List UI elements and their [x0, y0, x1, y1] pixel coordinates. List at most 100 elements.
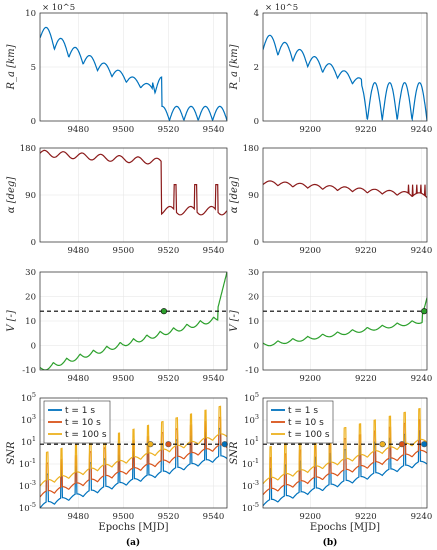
axes-frame	[262, 12, 428, 122]
series-line-yellow	[263, 407, 427, 485]
x-tick-label: 9540	[203, 374, 225, 384]
y-exponent: × 10^5	[265, 3, 298, 13]
y-tick-label: 20	[25, 293, 36, 303]
series-line-green	[40, 272, 227, 370]
chart-a1: 0 5 10 9480 9500 9520 9540 R_a [km] × 10^5	[6, 3, 228, 135]
caption-a: (a)	[126, 537, 140, 548]
y-tick-label: -10	[22, 366, 36, 376]
x-tick-label: 9520	[158, 246, 180, 256]
legend: t = 1 s t = 10 s t = 100 s	[266, 400, 334, 444]
x-tick-label: 9540	[203, 512, 225, 522]
series-line-blue	[263, 34, 427, 121]
y-tick-label: 5	[31, 63, 36, 73]
x-tick-label: 9500	[113, 374, 135, 384]
y-tick-label: 2	[254, 63, 259, 73]
y-tick-label: 10-5	[242, 501, 259, 514]
y-tick-label: 180	[20, 144, 36, 154]
y-tick-exponent: 3	[32, 413, 36, 421]
y-tick-label: 103	[21, 413, 36, 426]
y-tick-label: 0	[31, 342, 36, 352]
series-line-darkred	[40, 149, 227, 216]
y-tick-label: 4	[254, 9, 259, 19]
x-tick-label: 9540	[203, 246, 225, 256]
x-tick-label: 9240	[411, 246, 433, 256]
crossing-marker-blue	[221, 441, 228, 448]
chart-b2: 0 90 180 9200 9220 9240 α [deg]	[229, 144, 432, 256]
x-tick-label: 9520	[158, 512, 180, 522]
x-tick-label: 9480	[67, 512, 89, 522]
chart-a3: -10 0 10 20 30 9480 9500 9520 9540 V [-]	[6, 268, 228, 384]
y-axis-label: SNR	[229, 441, 240, 465]
x-tick-label: 9500	[113, 246, 135, 256]
y-tick-label: 101	[244, 435, 259, 448]
y-tick-exponent: 5	[255, 391, 259, 399]
y-axis-label: V [-]	[229, 310, 240, 332]
y-tick-label: 90	[248, 191, 259, 201]
y-exponent: × 10^5	[42, 3, 75, 13]
y-tick-label: 105	[244, 391, 259, 404]
y-tick-label: 30	[248, 268, 259, 278]
legend-label: t = 1 s	[288, 406, 318, 416]
y-axis-label: V [-]	[6, 310, 17, 332]
x-tick-label: 9520	[158, 125, 180, 135]
x-tick-label: 9240	[411, 374, 433, 384]
caption-b: (b)	[323, 537, 338, 548]
crossing-marker	[160, 308, 168, 315]
chart-b3: -10 0 10 20 30 9200 9220 9240 V [-]	[229, 268, 432, 384]
axes-frame	[262, 397, 428, 509]
legend-label: t = 10 s	[288, 418, 324, 428]
legend-label: t = 1 s	[65, 406, 95, 416]
y-tick-label: 20	[248, 293, 259, 303]
y-tick-label: 0	[31, 117, 36, 127]
y-tick-exponent: 3	[255, 413, 259, 421]
series-line-blue	[40, 427, 227, 508]
legend-label: t = 100 s	[288, 430, 330, 440]
x-tick-label: 9500	[113, 512, 135, 522]
y-tick-exponent: 5	[32, 391, 36, 399]
axes-frame	[39, 12, 228, 122]
y-tick-exponent: -1	[253, 457, 259, 465]
y-tick-label: 0	[31, 238, 36, 248]
y-tick-exponent: -3	[30, 479, 36, 487]
y-tick-label: 0	[254, 238, 259, 248]
x-tick-label: 9200	[299, 125, 321, 135]
y-axis-label: α [deg]	[229, 177, 240, 214]
chart-b4: 10-5 10-3 10-1 101 103 105 9200 9220 9240 SNR Epoc…	[229, 391, 432, 533]
legend: t = 1 s t = 10 s t = 100 s	[43, 400, 111, 444]
y-tick-label: 0	[254, 117, 259, 127]
axes-frame	[39, 397, 228, 509]
x-tick-label: 9200	[299, 246, 321, 256]
y-axis-label: R_a [km]	[6, 44, 17, 90]
x-tick-label: 9500	[113, 125, 135, 135]
crossing-marker-yellow	[147, 441, 154, 448]
x-tick-label: 9540	[203, 125, 225, 135]
chart-a2: 0 90 180 9480 9500 9520 9540 α [deg]	[6, 144, 228, 256]
crossing-marker-yellow	[379, 441, 386, 448]
series-line-orange	[40, 416, 227, 498]
series-line-yellow	[40, 405, 227, 487]
x-tick-label: 9220	[355, 125, 377, 135]
x-tick-label: 9220	[355, 246, 377, 256]
y-tick-label: 10-1	[19, 457, 36, 470]
series-line-green	[263, 297, 427, 347]
y-tick-label: 0	[254, 342, 259, 352]
x-axis-label: Epochs [MJD]	[310, 522, 380, 533]
y-axis-label: SNR	[6, 441, 17, 465]
legend-label: t = 100 s	[65, 430, 107, 440]
y-tick-label: 10	[248, 317, 259, 327]
y-tick-label: 105	[21, 391, 36, 404]
y-tick-exponent: -5	[30, 501, 36, 509]
x-axis-label: Epochs [MJD]	[98, 522, 168, 533]
y-tick-label: 10-3	[19, 479, 36, 492]
x-tick-label: 9480	[67, 374, 89, 384]
y-tick-label: 101	[21, 435, 36, 448]
y-tick-label: -10	[245, 366, 259, 376]
axes-frame	[39, 271, 228, 371]
crossing-marker	[421, 308, 428, 315]
x-tick-label: 9220	[355, 512, 377, 522]
y-tick-exponent: 1	[255, 435, 259, 443]
x-tick-label: 9220	[355, 374, 377, 384]
legend-label: t = 10 s	[65, 418, 101, 428]
y-tick-label: 10	[25, 9, 36, 19]
